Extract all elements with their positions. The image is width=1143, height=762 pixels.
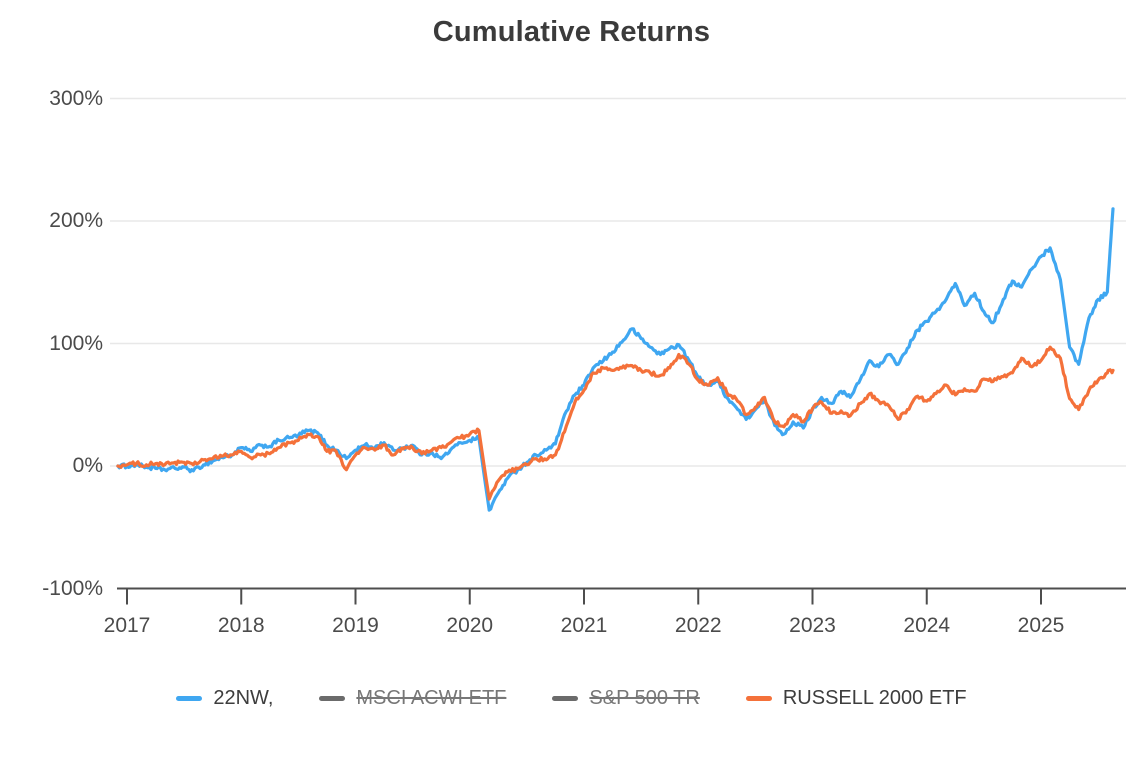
x-axis-label-2023: 2023 — [789, 613, 836, 637]
legend-label: MSCI ACWI ETF — [356, 687, 507, 709]
legend-label: 22NW, — [213, 687, 274, 709]
series-line-22nw[interactable] — [116, 207, 1115, 512]
legend-dash-icon — [745, 696, 772, 701]
x-axis-label-2022: 2022 — [674, 613, 722, 637]
legend-dash-icon — [319, 696, 346, 701]
y-axis-label-200: 200% — [49, 209, 103, 232]
legend-label: S&P 500 TR — [589, 687, 700, 709]
legend-dash-icon — [176, 696, 203, 701]
y-axis-label-300: 300% — [49, 86, 103, 110]
legend-item-s-p-500-tr[interactable]: S&P 500 TR — [552, 687, 700, 710]
y-axis-label-0: 0% — [72, 454, 103, 477]
chart-legend: 22NW, MSCI ACWI ETF S&P 500 TR RUSSELL 2000… — [0, 687, 1143, 710]
chart-title: Cumulative Returns — [432, 16, 711, 48]
y-axis-label--100: -100% — [42, 576, 103, 600]
legend-item-msci-acwi-etf[interactable]: MSCI ACWI ETF — [319, 687, 506, 710]
x-axis-label-2020: 2020 — [446, 613, 494, 637]
legend-item-22nw[interactable]: 22NW, — [176, 687, 273, 710]
x-axis-label-2025: 2025 — [1017, 613, 1065, 637]
x-axis-label-2021: 2021 — [560, 613, 608, 637]
legend-item-russell-2000-etf[interactable]: RUSSELL 2000 ETF — [745, 687, 967, 710]
legend-label: RUSSELL 2000 ETF — [782, 687, 967, 709]
x-axis-label-2017: 2017 — [103, 613, 151, 637]
y-axis-label-100: 100% — [49, 331, 103, 355]
x-axis-label-2024: 2024 — [903, 613, 951, 637]
legend-dash-icon — [552, 696, 579, 701]
x-axis-label-2019: 2019 — [332, 613, 379, 637]
series-line-russell-2000-etf[interactable] — [116, 345, 1115, 501]
x-axis-label-2018: 2018 — [217, 613, 265, 637]
